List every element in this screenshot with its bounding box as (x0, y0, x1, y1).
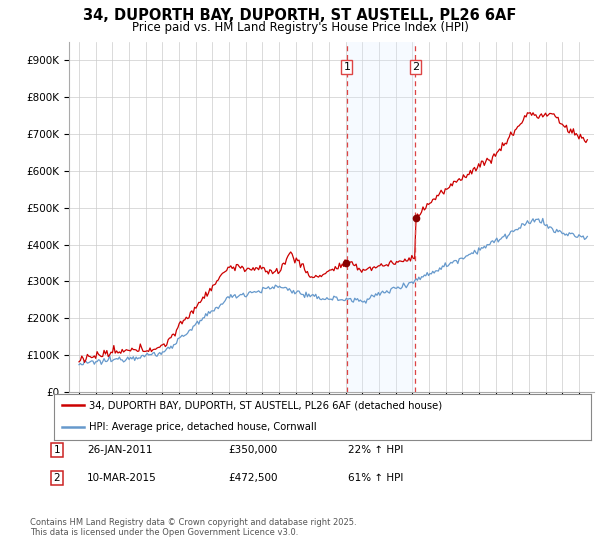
Text: Price paid vs. HM Land Registry's House Price Index (HPI): Price paid vs. HM Land Registry's House … (131, 21, 469, 34)
Text: 61% ↑ HPI: 61% ↑ HPI (348, 473, 403, 483)
Text: Contains HM Land Registry data © Crown copyright and database right 2025.
This d: Contains HM Land Registry data © Crown c… (30, 518, 356, 538)
Text: 22% ↑ HPI: 22% ↑ HPI (348, 445, 403, 455)
Text: 34, DUPORTH BAY, DUPORTH, ST AUSTELL, PL26 6AF: 34, DUPORTH BAY, DUPORTH, ST AUSTELL, PL… (83, 8, 517, 24)
Text: 2: 2 (412, 62, 419, 72)
Text: £350,000: £350,000 (228, 445, 277, 455)
Text: 10-MAR-2015: 10-MAR-2015 (87, 473, 157, 483)
Text: HPI: Average price, detached house, Cornwall: HPI: Average price, detached house, Corn… (89, 422, 317, 432)
Text: 1: 1 (343, 62, 350, 72)
Bar (347, 42, 415, 392)
Text: £472,500: £472,500 (228, 473, 277, 483)
Text: 1: 1 (53, 445, 61, 455)
Text: 34, DUPORTH BAY, DUPORTH, ST AUSTELL, PL26 6AF (detached house): 34, DUPORTH BAY, DUPORTH, ST AUSTELL, PL… (89, 400, 442, 410)
Text: 2: 2 (53, 473, 61, 483)
Text: 26-JAN-2011: 26-JAN-2011 (87, 445, 152, 455)
